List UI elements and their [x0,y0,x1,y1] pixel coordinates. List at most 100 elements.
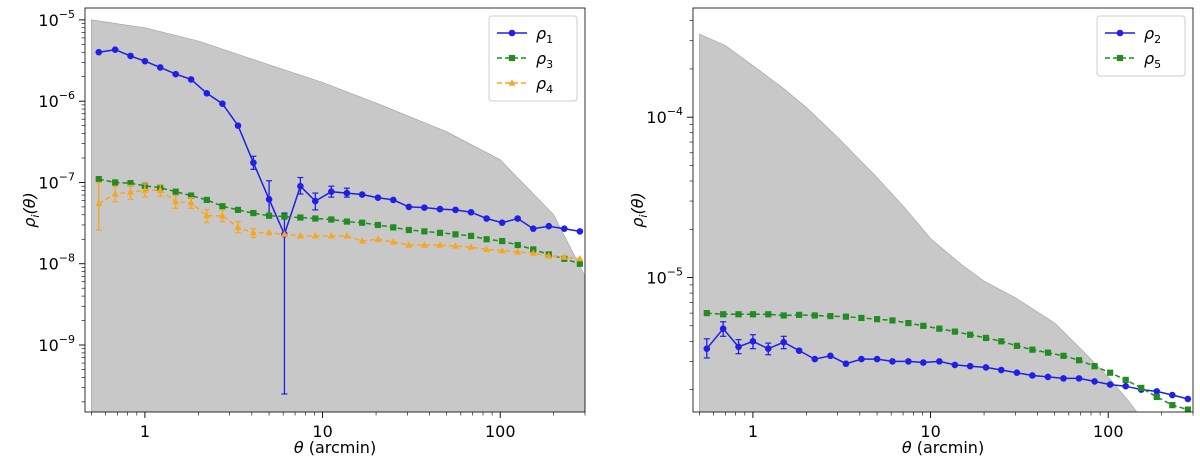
series-rho4 [95,181,584,262]
series-rho5 [703,310,1191,412]
data-point [389,196,397,204]
legend-marker [508,79,516,86]
data-point [1184,395,1192,403]
data-point [780,338,787,346]
x-tick-label: 100 [485,422,516,441]
data-point [936,358,943,365]
data-point [1091,363,1098,370]
data-point [720,311,727,318]
axes-frame [692,7,1194,413]
data-point [359,219,366,226]
data-point [920,322,927,329]
data-point [576,228,584,235]
data-point [1060,375,1067,382]
legend-label: ρ5 [1144,49,1161,71]
data-point [234,122,242,129]
data-point [296,232,304,239]
data-point [156,186,164,193]
data-point [467,243,475,250]
data-point [795,347,803,354]
y-tick-label: 10−7 [38,170,75,192]
data-point [1013,342,1020,349]
legend-marker [508,29,516,37]
data-point [95,48,103,56]
legend-label: ρ1 [536,24,553,46]
data-point [280,230,288,237]
data-point [1153,388,1161,395]
data-point [529,249,537,256]
plot-area [95,46,584,395]
data-point [827,312,834,320]
data-point [545,222,553,230]
legend-marker [508,54,516,62]
data-point [811,312,818,319]
data-point [127,188,135,195]
data-point [203,89,211,97]
data-point [842,360,850,368]
data-point [905,319,912,327]
data-point [1013,369,1021,376]
data-point [1107,369,1114,376]
y-tick-label: 10−5 [646,266,683,288]
data-point [405,226,412,234]
data-point [966,362,974,370]
y-tick-label: 10−5 [38,8,75,30]
data-point [405,203,413,211]
data-point [127,52,134,60]
data-point [111,190,119,197]
data-point [576,255,584,262]
data-point [467,232,475,240]
data-point [203,196,210,204]
data-point [1122,382,1129,390]
data-point [1060,352,1067,359]
data-point [281,213,288,220]
data-point [188,192,195,199]
data-point [343,232,351,239]
data-point [111,46,119,53]
data-point [780,312,787,319]
data-point [873,316,881,323]
data-point [328,216,335,223]
legend-label: ρ4 [536,74,553,96]
data-point [95,199,103,207]
data-point [1138,384,1145,391]
data-point [343,218,350,225]
data-point [297,214,304,221]
data-point [156,64,164,71]
left-panel: 1 10 100 10−9 10−8 10−7 10−6 10−5 θ (arcmin) ρi(θ… [20,7,586,457]
y-tick-label: 10−4 [646,105,683,127]
legend-marker [1116,29,1124,37]
data-point [112,179,119,186]
data-point [483,215,490,222]
data-point [312,215,319,222]
data-point [749,311,757,318]
data-point [172,188,179,195]
data-point [735,311,742,318]
data-point [967,331,974,338]
data-point [982,364,990,371]
data-point [343,189,351,197]
data-point [1044,349,1052,356]
x-tick-label: 10 [312,422,332,441]
data-point [765,311,772,318]
data-point [327,232,335,239]
data-point [1184,406,1191,412]
data-point [219,100,226,108]
data-point [358,191,366,198]
data-point [811,355,819,363]
data-point [735,343,742,351]
data-point [858,314,865,322]
legend-label: ρ2 [1144,24,1161,46]
data-point [203,211,211,219]
data-point [827,352,834,360]
data-point [374,194,382,201]
data-point [1153,393,1160,401]
data-point [951,361,959,369]
data-point [250,159,257,166]
data-point [421,204,428,211]
data-point [561,225,568,232]
data-point [514,241,521,249]
data-point [998,338,1005,345]
